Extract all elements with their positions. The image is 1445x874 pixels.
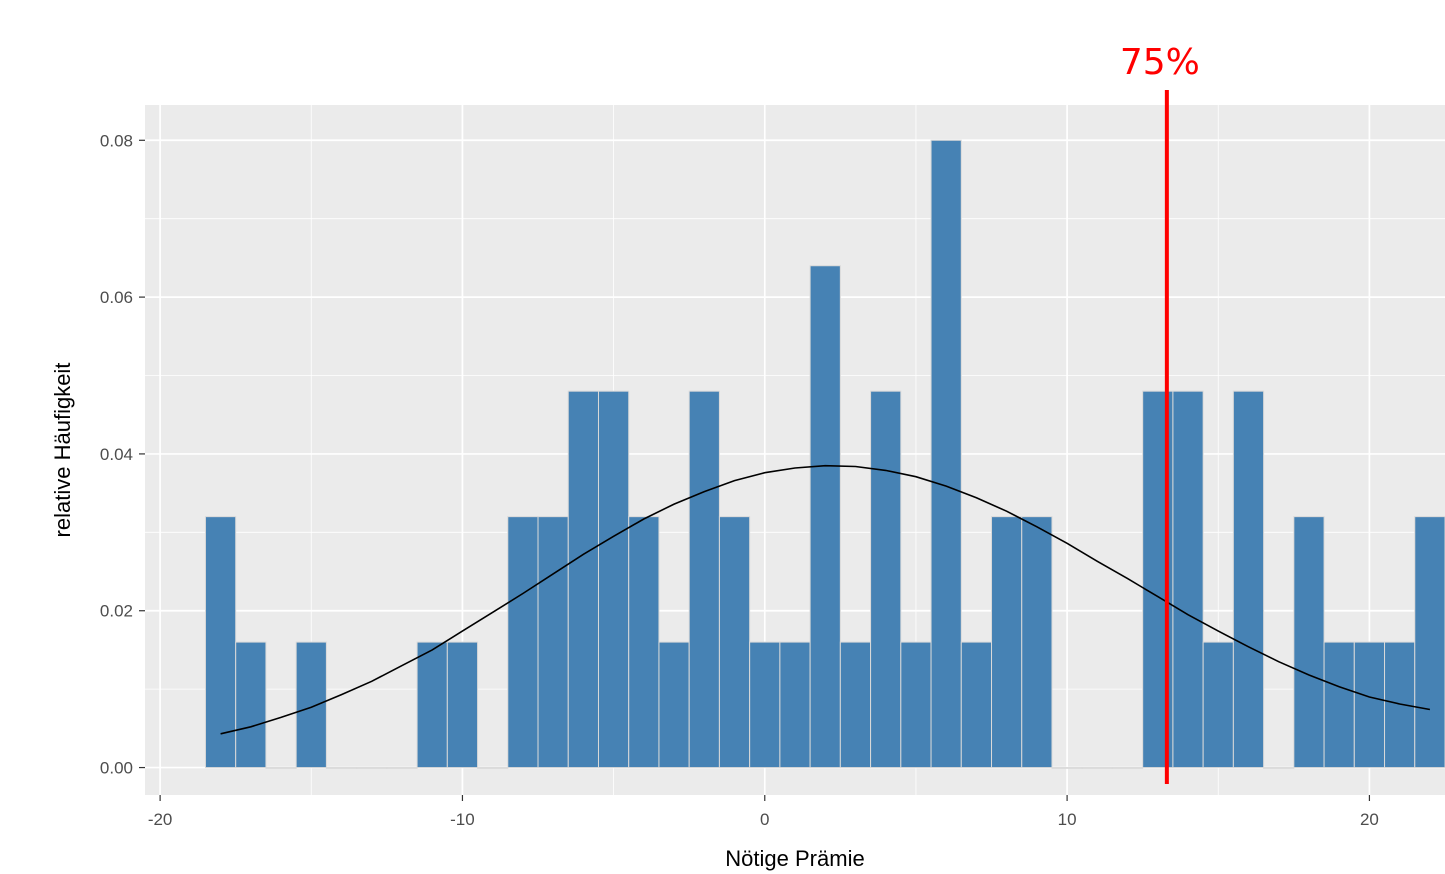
y-tick-label: 0.00 [100,759,133,778]
histogram-bar [1384,641,1416,769]
y-tick-label: 0.04 [100,445,133,464]
histogram-bar [265,767,297,769]
histogram-bar [1081,767,1113,769]
histogram-bar [688,390,720,769]
histogram-bar [991,516,1023,769]
y-tick-label: 0.06 [100,288,133,307]
histogram-bar [1051,767,1083,769]
histogram-bar [1293,516,1325,769]
histogram-bar [839,641,872,769]
histogram-bar [1323,641,1355,769]
histogram-bar [204,516,237,769]
y-axis-title: relative Häufigkeit [50,363,75,538]
histogram-bar [749,641,781,769]
histogram-bar [477,767,509,769]
histogram-bar [235,641,267,769]
histogram-bar [809,265,841,769]
histogram-bar [295,641,327,769]
histogram-bar [356,767,388,769]
histogram-bar [325,767,358,769]
y-tick-label: 0.08 [100,131,133,150]
y-tick-label: 0.02 [100,602,133,621]
histogram-bar [567,390,599,769]
axes: -20 -10 0 10 20 0.00 0.02 0.04 0.06 0.08 [100,131,1379,829]
histogram-bar [658,641,690,769]
histogram-bar [416,641,448,769]
histogram-bar [900,641,932,769]
histogram-bar [1414,516,1445,769]
histogram-bar [1263,767,1295,769]
density-curve [220,464,1431,735]
x-axis-title: Nötige Prämie [725,846,864,871]
histogram-bar [1111,767,1144,769]
histogram-bar [1021,516,1053,769]
x-tick-label: 0 [760,810,769,829]
histogram-bar [386,767,418,769]
percentile-75-label: 75% [1120,42,1200,83]
histogram-bar [1232,390,1265,769]
x-tick-label: 20 [1360,810,1379,829]
x-tick-label: -20 [148,810,173,829]
histogram-bar [507,516,539,769]
histogram-bar [597,390,630,769]
histogram-bar [1353,641,1386,769]
histogram-bar [628,516,660,769]
histogram-bar [870,390,902,769]
x-tick-label: 10 [1058,810,1077,829]
histogram-bars [204,139,1445,769]
histogram-bar [446,641,479,769]
histogram-bar [718,516,751,769]
histogram-bar [537,516,569,769]
histogram-bar [960,641,993,769]
histogram-bar [1172,390,1204,769]
histogram-bar [779,641,811,769]
histogram-bar [1202,641,1234,769]
histogram-bar [930,139,962,769]
x-tick-label: -10 [450,810,475,829]
